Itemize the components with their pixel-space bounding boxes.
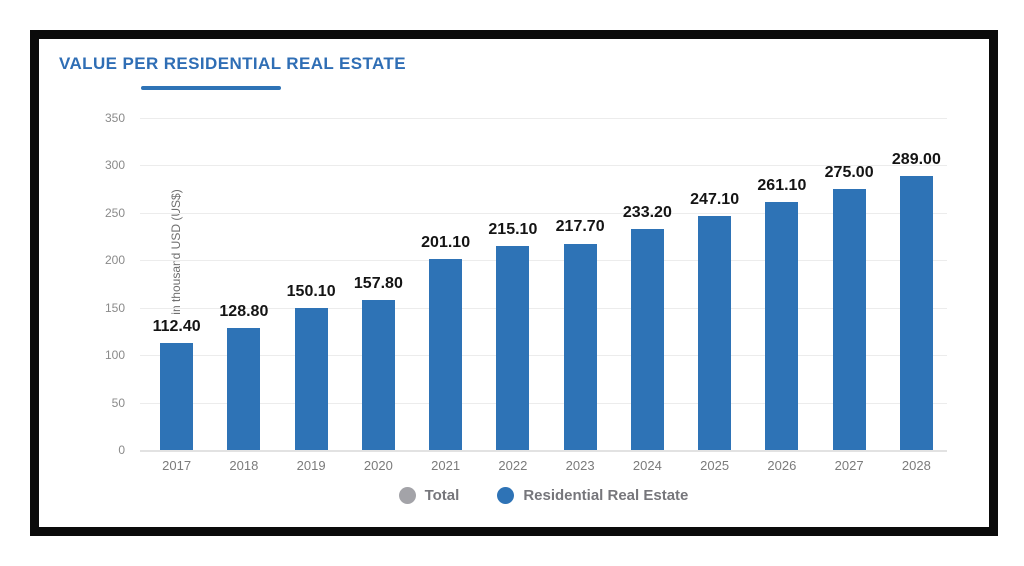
legend-label-total: Total xyxy=(424,487,460,504)
bar-value-label-2020: 157.80 xyxy=(353,275,403,293)
gridline-200 xyxy=(140,260,947,262)
bar-2028[interactable] xyxy=(899,175,933,450)
y-tick-label-50: 50 xyxy=(111,395,125,410)
x-tick-label-2025: 2025 xyxy=(700,458,730,473)
y-tick-label-250: 250 xyxy=(104,205,125,220)
y-tick-label-300: 300 xyxy=(104,158,125,173)
bar-2023[interactable] xyxy=(563,243,597,450)
legend-item-residential-real-estate[interactable]: Residential Real Estate xyxy=(497,487,688,504)
bar-value-label-2028: 289.00 xyxy=(891,150,941,168)
x-tick-label-2017: 2017 xyxy=(162,458,192,473)
x-tick-label-2022: 2022 xyxy=(498,458,528,473)
gridline-250 xyxy=(140,212,947,214)
x-tick-label-2026: 2026 xyxy=(767,458,797,473)
x-tick-label-2024: 2024 xyxy=(632,458,662,473)
residential-series-dot-icon xyxy=(497,487,515,504)
x-tick-label-2020: 2020 xyxy=(363,458,393,473)
gridline-350 xyxy=(140,118,947,119)
bar-2022[interactable] xyxy=(496,245,530,450)
bar-2024[interactable] xyxy=(630,228,664,450)
x-tick-label-2027: 2027 xyxy=(834,458,864,473)
gridline-0 xyxy=(140,450,947,452)
plot-area: 0 50 100 150 200 250 300 350 112.40 2017 128.80 201… xyxy=(105,111,947,473)
y-tick-label-200: 200 xyxy=(104,253,125,268)
bar-value-label-2021: 201.10 xyxy=(421,234,471,252)
bar-value-label-2026: 261.10 xyxy=(757,177,807,195)
gridline-50 xyxy=(140,402,947,404)
bar-value-label-2019: 150.10 xyxy=(286,282,336,300)
chart-legend: Total Residential Real Estate xyxy=(140,487,947,504)
bar-2027[interactable] xyxy=(832,189,866,450)
gridline-300 xyxy=(140,165,947,167)
total-series-dot-icon xyxy=(398,487,416,504)
bar-value-label-2024: 233.20 xyxy=(622,203,672,221)
y-tick-label-150: 150 xyxy=(104,300,125,315)
bar-2018[interactable] xyxy=(227,327,261,450)
y-tick-label-100: 100 xyxy=(104,348,125,363)
bar-value-label-2025: 247.10 xyxy=(690,190,740,208)
bar-2026[interactable] xyxy=(765,202,799,450)
bar-value-label-2018: 128.80 xyxy=(219,302,269,320)
y-tick-label-350: 350 xyxy=(104,111,125,125)
bar-2025[interactable] xyxy=(698,215,732,450)
bar-2021[interactable] xyxy=(429,259,463,450)
bar-value-label-2017: 112.40 xyxy=(152,318,201,336)
title-accent-underline xyxy=(141,86,281,90)
bar-value-label-2022: 215.10 xyxy=(488,220,538,238)
gridline-150 xyxy=(140,307,947,309)
bar-value-label-2027: 275.00 xyxy=(824,164,874,182)
x-tick-label-2021: 2021 xyxy=(431,458,461,473)
bar-2020[interactable] xyxy=(361,300,395,450)
y-tick-label-0: 0 xyxy=(118,443,125,457)
bar-2019[interactable] xyxy=(294,307,328,450)
legend-label-residential: Residential Real Estate xyxy=(523,487,689,504)
x-tick-label-2028: 2028 xyxy=(901,458,931,473)
bar-2017[interactable] xyxy=(160,343,194,450)
gridline-100 xyxy=(140,355,947,357)
x-tick-label-2018: 2018 xyxy=(229,458,259,473)
x-tick-label-2023: 2023 xyxy=(565,458,595,473)
chart-card: VALUE PER RESIDENTIAL REAL ESTATE in tho… xyxy=(30,30,998,536)
chart-title: VALUE PER RESIDENTIAL REAL ESTATE xyxy=(59,54,406,73)
bar-value-label-2023: 217.70 xyxy=(555,218,605,236)
legend-item-total[interactable]: Total xyxy=(398,487,460,504)
x-tick-label-2019: 2019 xyxy=(296,458,326,473)
